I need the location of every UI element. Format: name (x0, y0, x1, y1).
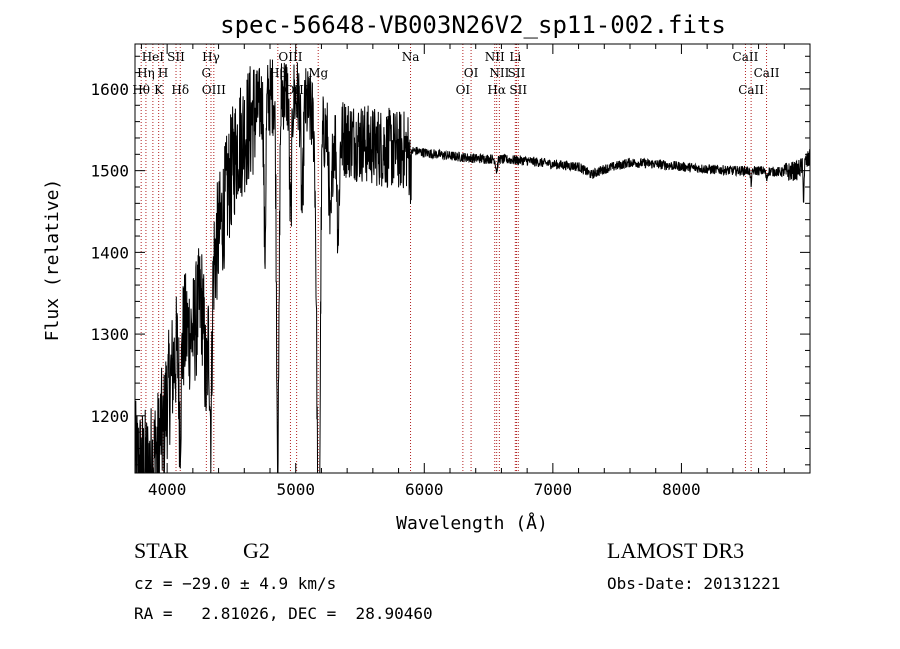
plot-border (134, 43, 811, 474)
line-label-hei: HeI (142, 50, 165, 64)
line-label-nii: NII (485, 50, 505, 64)
line-label-oiii: OIII (285, 83, 309, 97)
spectrum-series (135, 59, 810, 473)
x-tick-label: 5000 (276, 480, 315, 499)
line-label-na: Na (402, 50, 420, 64)
spectral-subclass: G2 (243, 538, 270, 563)
line-label-caii: CaII (754, 66, 780, 80)
line-label-hβ: Hβ (269, 66, 286, 80)
line-label-hη: Hη (137, 66, 155, 80)
y-tick-label: 1500 (90, 162, 129, 181)
line-label-hγ: Hγ (202, 50, 220, 64)
line-label-g: G (202, 66, 212, 80)
observation-date: Obs-Date: 20131221 (607, 574, 781, 593)
line-label-caii: CaII (733, 50, 759, 64)
spectral-line-markers (140, 44, 768, 473)
y-tick-label: 1200 (90, 407, 129, 426)
line-label-hα: Hα (487, 83, 506, 97)
line-label-sii: SII (508, 66, 526, 80)
line-label-oiii: OIII (278, 50, 302, 64)
x-tick-label: 8000 (662, 480, 701, 499)
plot-frame: 4000 5000 6000 7000 8000 1200 1300 1400 1500 1600 (90, 43, 811, 499)
x-tick-label: 6000 (405, 480, 444, 499)
sky-coordinates: RA = 2.81026, DEC = 28.90460 (134, 604, 433, 623)
object-class: STAR (134, 538, 189, 563)
line-label-oi: OI (456, 83, 471, 97)
line-label-oiii: OIII (202, 83, 226, 97)
y-tick-label: 1400 (90, 243, 129, 262)
line-label-li: Li (509, 50, 521, 64)
chart-title: spec-56648-VB003N26V2_sp11-002.fits (220, 11, 726, 39)
x-tick-label: 7000 (534, 480, 573, 499)
line-label-sii: SII (167, 50, 185, 64)
line-label-hθ: Hθ (132, 83, 150, 97)
line-label-nii: NII (489, 66, 509, 80)
x-tick-label: 4000 (148, 480, 187, 499)
line-label-oi: OI (464, 66, 479, 80)
line-label-mg: Mg (308, 66, 328, 80)
line-label-h: H (158, 66, 168, 80)
x-axis-label: Wavelength (Å) (396, 512, 548, 534)
line-label-hδ: Hδ (171, 83, 189, 97)
redshift-velocity: cz = −29.0 ± 4.9 km/s (134, 574, 337, 593)
survey-name: LAMOST DR3 (607, 538, 745, 563)
line-label-k: K (154, 83, 164, 97)
spectrum-line (135, 59, 810, 473)
y-axis-label: Flux (relative) (42, 179, 63, 342)
line-label-caii: CaII (738, 83, 764, 97)
y-tick-label: 1300 (90, 325, 129, 344)
y-tick-label: 1600 (90, 80, 129, 99)
line-label-sii: SII (509, 83, 527, 97)
